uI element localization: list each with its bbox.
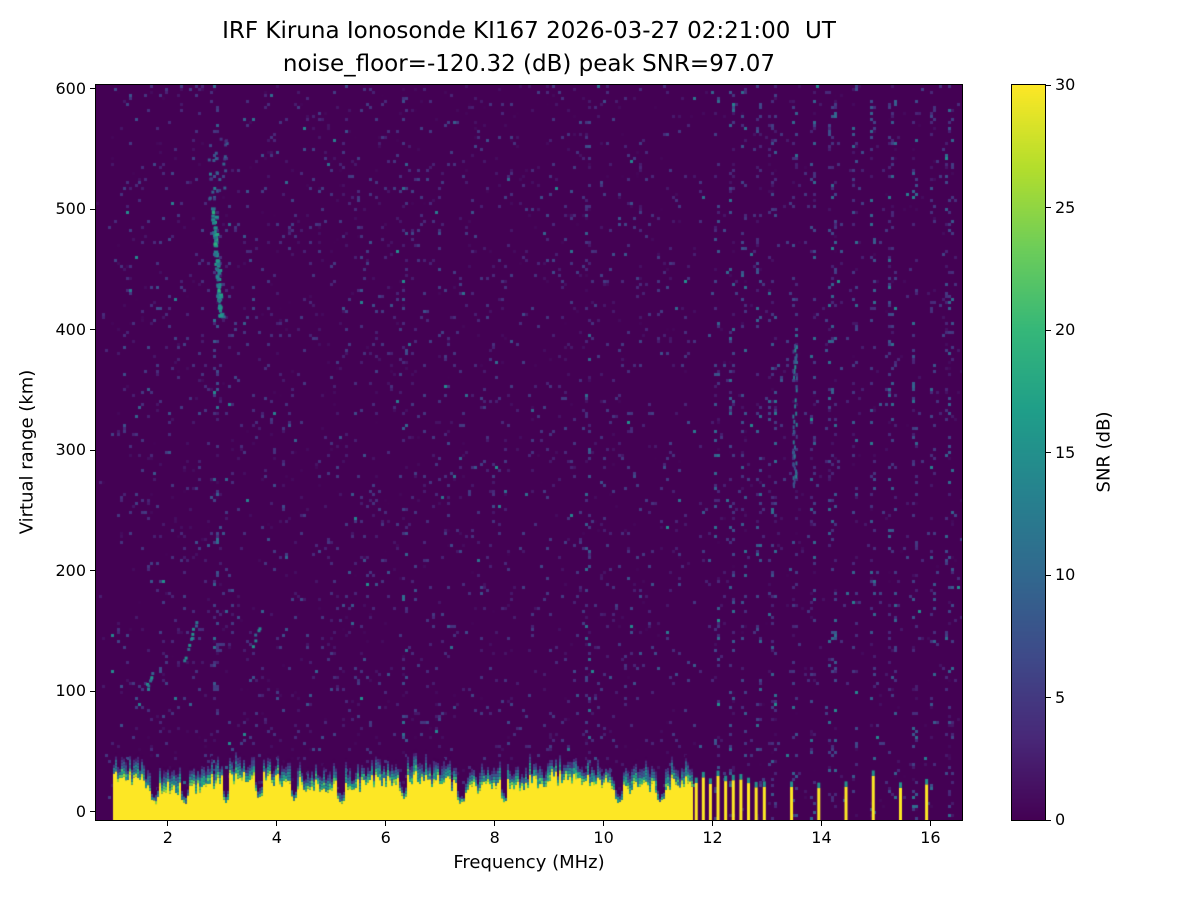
plot-area [95,84,963,821]
x-tick [494,821,496,826]
x-tick-label: 12 [702,828,723,847]
y-tick [90,329,95,331]
x-axis-label: Frequency (MHz) [453,852,605,873]
y-tick [90,570,95,572]
colorbar-tick-label: 10 [1055,565,1076,584]
colorbar-tick-label: 0 [1055,810,1066,829]
x-tick-label: 8 [489,828,500,847]
colorbar-gradient-canvas [1012,85,1045,820]
ionogram-heatmap-canvas [96,85,962,820]
x-tick [167,821,169,826]
y-tick-label: 0 [75,801,86,821]
y-tick-label: 600 [55,78,86,98]
y-tick [90,88,95,90]
x-tick-label: 14 [811,828,832,847]
x-tick [712,821,714,826]
x-tick-label: 10 [593,828,614,847]
x-tick [929,821,931,826]
x-tick [820,821,822,826]
colorbar-tick [1046,574,1051,576]
y-tick [90,208,95,210]
x-tick-label: 2 [162,828,173,847]
colorbar-tick [1046,207,1051,208]
colorbar-tick-label: 15 [1055,442,1076,462]
x-tick-label: 16 [920,828,941,847]
y-tick [90,690,95,692]
x-tick [385,821,387,826]
colorbar-tick [1046,84,1051,86]
y-tick-label: 500 [55,199,86,219]
colorbar-tick-label: 20 [1055,320,1076,339]
chart-title: IRF Kiruna Ionosonde KI167 2026-03-27 02… [222,18,836,44]
x-tick [603,821,605,826]
colorbar-tick [1046,329,1051,331]
colorbar-tick [1046,819,1051,821]
x-tick-label: 4 [271,828,282,847]
y-tick-label: 400 [55,319,86,339]
chart-subtitle: noise_floor=-120.32 (dB) peak SNR=97.07 [282,51,776,77]
y-tick-label: 100 [55,681,86,701]
colorbar-tick [1046,697,1051,698]
y-tick-label: 200 [55,560,86,580]
colorbar [1011,84,1046,821]
colorbar-tick-label: 25 [1055,197,1076,217]
colorbar-tick-label: 30 [1055,75,1076,94]
colorbar-tick-label: 5 [1055,687,1066,707]
colorbar-label: SNR (dB) [1093,411,1115,493]
y-tick [90,449,95,451]
y-tick [90,811,95,813]
x-tick-label: 6 [380,828,391,847]
colorbar-tick [1046,452,1051,453]
y-tick-label: 300 [55,440,86,460]
x-tick [276,821,278,826]
